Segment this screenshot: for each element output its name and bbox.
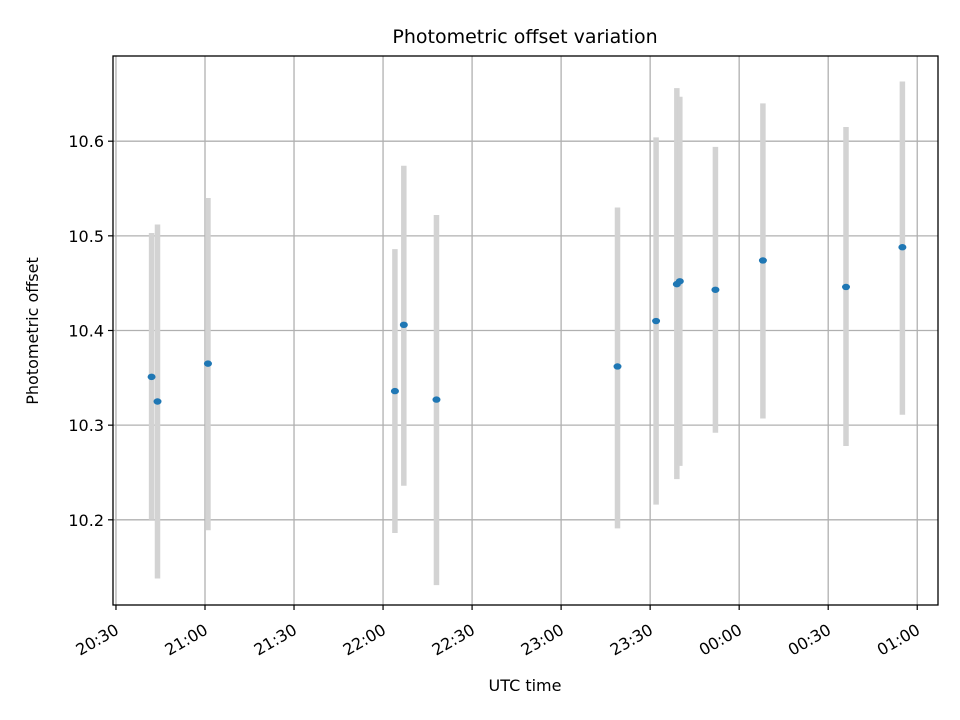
data-point [758, 257, 767, 264]
y-tick-label: 10.4 [68, 322, 104, 341]
y-tick-label: 10.2 [68, 511, 104, 530]
data-point [390, 387, 399, 395]
y-tick-label: 10.6 [68, 132, 104, 151]
data-point [203, 360, 212, 367]
data-point [711, 286, 720, 293]
grid [113, 56, 938, 605]
data-point [898, 244, 907, 251]
y-axis-label: Photometric offset [23, 257, 42, 405]
data-point [613, 363, 622, 370]
data-point [432, 396, 441, 403]
data-point [153, 398, 162, 405]
data-point [842, 283, 851, 291]
y-axis-ticks: 10.2 10.3 10.4 10.5 10.6 [68, 132, 113, 530]
data-point [399, 321, 408, 329]
chart-title: Photometric offset variation [392, 26, 657, 48]
data-point [147, 373, 156, 381]
data-points [147, 244, 907, 405]
y-tick-label: 10.5 [68, 227, 104, 246]
data-point [675, 278, 684, 285]
y-tick-label: 10.3 [68, 416, 104, 435]
data-point [652, 317, 661, 325]
x-axis-label: UTC time [489, 676, 562, 695]
